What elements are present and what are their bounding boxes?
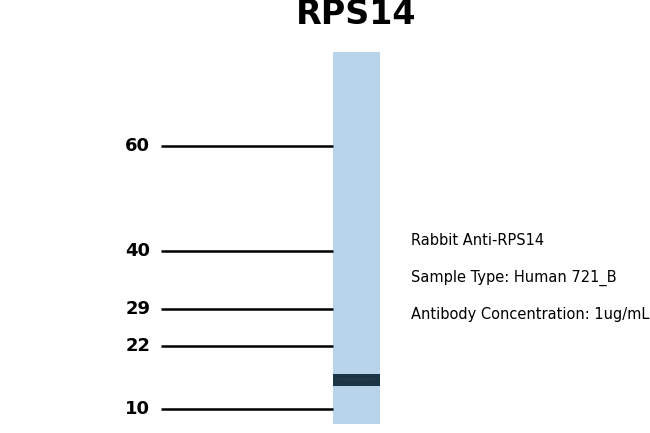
Text: 29: 29	[125, 300, 150, 318]
Bar	[333, 374, 380, 385]
Text: 10: 10	[125, 400, 150, 417]
Text: RPS14: RPS14	[296, 0, 417, 31]
Text: Sample Type: Human 721_B: Sample Type: Human 721_B	[411, 269, 616, 286]
Text: Antibody Concentration: 1ug/mL: Antibody Concentration: 1ug/mL	[411, 307, 649, 322]
Text: 40: 40	[125, 242, 150, 260]
Bar	[333, 52, 380, 424]
Bar	[337, 378, 375, 381]
Text: 60: 60	[125, 137, 150, 155]
Text: 22: 22	[125, 337, 150, 355]
Text: Rabbit Anti-RPS14: Rabbit Anti-RPS14	[411, 233, 544, 248]
